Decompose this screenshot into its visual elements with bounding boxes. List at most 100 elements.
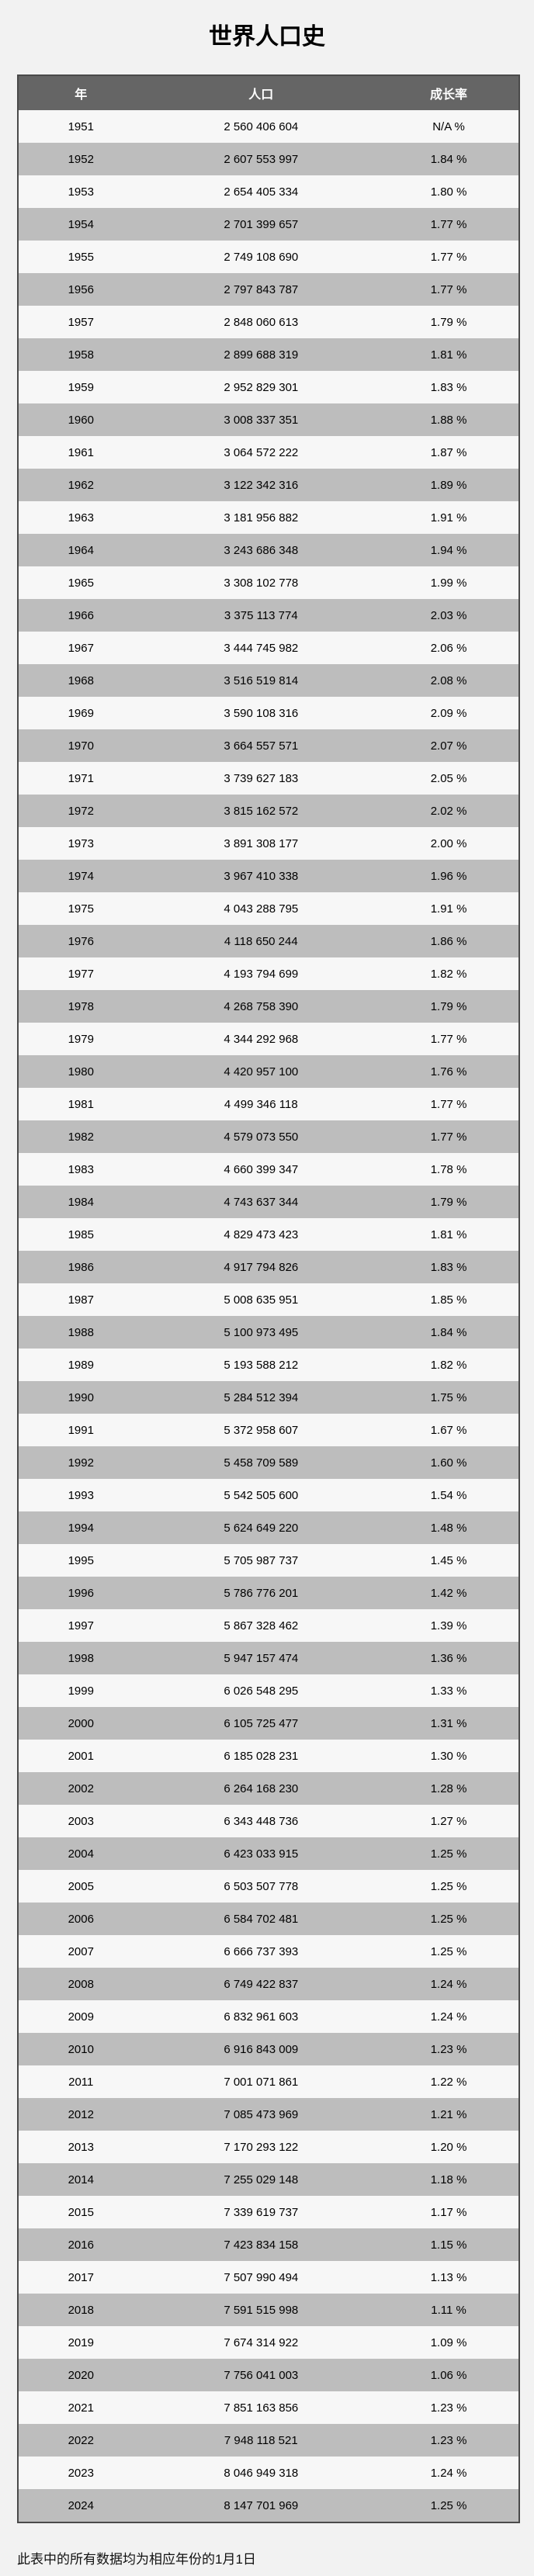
page-title: 世界人口史 <box>209 24 325 50</box>
table-row: 2007 6 666 737 393 1.25 % <box>18 1935 519 1968</box>
table-row: 1965 3 308 102 778 1.99 % <box>18 566 519 599</box>
table-row: 1992 5 458 709 589 1.60 % <box>18 1446 519 1479</box>
year-cell: 2006 <box>68 1912 94 1926</box>
year-cell: 2004 <box>68 1847 94 1861</box>
table-row: 1963 3 181 956 882 1.91 % <box>18 501 519 534</box>
growth-rate-cell: 1.25 % <box>430 2498 467 2512</box>
growth-rate-cell: 1.25 % <box>430 1912 467 1926</box>
population-cell: 6 264 168 230 <box>224 1781 299 1795</box>
year-cell: 1966 <box>68 608 94 622</box>
table-row: 1975 4 043 288 795 1.91 % <box>18 892 519 925</box>
growth-rate-cell: 1.23 % <box>430 2401 467 2415</box>
population-cell: 5 193 588 212 <box>224 1358 299 1372</box>
population-cell: 3 122 342 316 <box>224 478 299 492</box>
table-row: 2009 6 832 961 603 1.24 % <box>18 2000 519 2033</box>
table-row: 1996 5 786 776 201 1.42 % <box>18 1577 519 1609</box>
growth-rate-cell: 1.25 % <box>430 1944 467 1958</box>
year-cell: 1983 <box>68 1162 94 1176</box>
table-row: 1952 2 607 553 997 1.84 % <box>18 143 519 175</box>
population-cell: 3 891 308 177 <box>224 836 299 850</box>
population-cell: 5 100 973 495 <box>224 1325 299 1339</box>
growth-rate-cell: 2.02 % <box>430 804 467 818</box>
growth-rate-cell: 1.31 % <box>430 1716 467 1730</box>
year-cell: 2021 <box>68 2401 94 2415</box>
growth-rate-cell: 1.39 % <box>430 1619 467 1633</box>
year-cell: 2007 <box>68 1944 94 1958</box>
growth-rate-cell: 1.87 % <box>430 445 467 459</box>
table-row: 1979 4 344 292 968 1.77 % <box>18 1023 519 1055</box>
growth-rate-cell: 1.09 % <box>430 2335 467 2349</box>
population-cell: 7 001 071 861 <box>224 2075 299 2089</box>
table-row: 1984 4 743 637 344 1.79 % <box>18 1186 519 1218</box>
growth-rate-cell: 1.89 % <box>430 478 467 492</box>
population-cell: 5 624 649 220 <box>224 1521 299 1535</box>
year-cell: 2001 <box>68 1749 94 1763</box>
table-row: 1978 4 268 758 390 1.79 % <box>18 990 519 1023</box>
population-cell: 2 607 553 997 <box>224 152 299 166</box>
year-cell: 1985 <box>68 1227 94 1241</box>
growth-rate-cell: 1.67 % <box>430 1423 467 1437</box>
growth-rate-cell: 1.77 % <box>430 1032 467 1046</box>
table-row: 2014 7 255 029 148 1.18 % <box>18 2163 519 2196</box>
table-row: 2015 7 339 619 737 1.17 % <box>18 2196 519 2228</box>
year-cell: 2020 <box>68 2368 94 2382</box>
table-row: 2004 6 423 033 915 1.25 % <box>18 1837 519 1870</box>
year-cell: 2014 <box>68 2173 94 2186</box>
year-cell: 1973 <box>68 836 94 850</box>
growth-rate-cell: 2.06 % <box>430 641 467 655</box>
population-cell: 3 375 113 774 <box>224 608 298 622</box>
year-cell: 1951 <box>68 119 94 133</box>
year-cell: 1982 <box>68 1130 94 1144</box>
population-cell: 4 344 292 968 <box>224 1032 299 1046</box>
table-row: 1991 5 372 958 607 1.67 % <box>18 1414 519 1446</box>
table-row: 2016 7 423 834 158 1.15 % <box>18 2228 519 2261</box>
growth-rate-cell: 1.86 % <box>430 934 467 948</box>
population-cell: 6 832 961 603 <box>224 2010 299 2024</box>
growth-rate-cell: 1.17 % <box>430 2205 467 2219</box>
table-row: 1994 5 624 649 220 1.48 % <box>18 1511 519 1544</box>
table-body: 1951 2 560 406 604 N/A % 1952 2 607 553 … <box>18 110 519 2522</box>
table-row: 1986 4 917 794 826 1.83 % <box>18 1251 519 1283</box>
year-cell: 1992 <box>68 1456 94 1470</box>
growth-rate-cell: 1.77 % <box>430 250 467 264</box>
growth-rate-cell: 1.78 % <box>430 1162 467 1176</box>
growth-rate-cell: 1.24 % <box>430 1977 467 1991</box>
year-cell: 1965 <box>68 576 94 590</box>
growth-rate-cell: 1.91 % <box>430 511 467 525</box>
growth-rate-cell: 1.88 % <box>430 413 467 427</box>
growth-rate-cell: 1.11 % <box>431 2303 466 2317</box>
growth-rate-cell: 1.06 % <box>430 2368 467 2382</box>
year-cell: 2012 <box>68 2107 94 2121</box>
growth-rate-cell: 1.94 % <box>430 543 467 557</box>
growth-rate-cell: 1.80 % <box>430 185 467 199</box>
population-cell: 3 008 337 351 <box>224 413 299 427</box>
table-row: 1989 5 193 588 212 1.82 % <box>18 1349 519 1381</box>
population-table: 年 人口 成长率 1951 2 560 406 604 N/A % 1952 2… <box>17 74 520 2523</box>
year-cell: 2009 <box>68 2010 94 2024</box>
growth-rate-cell: 1.79 % <box>430 999 467 1013</box>
year-cell: 2003 <box>68 1814 94 1828</box>
year-cell: 1976 <box>68 934 94 948</box>
year-cell: 1991 <box>68 1423 94 1437</box>
year-cell: 1971 <box>68 771 94 785</box>
year-cell: 1964 <box>68 543 94 557</box>
year-cell: 1978 <box>68 999 94 1013</box>
year-cell: 1990 <box>68 1390 94 1404</box>
population-cell: 2 654 405 334 <box>224 185 299 199</box>
table-row: 2023 8 046 949 318 1.24 % <box>18 2457 519 2489</box>
population-cell: 7 591 515 998 <box>224 2303 299 2317</box>
year-cell: 1999 <box>68 1684 94 1698</box>
year-cell: 2016 <box>68 2238 94 2252</box>
year-cell: 2000 <box>68 1716 94 1730</box>
table-row: 2019 7 674 314 922 1.09 % <box>18 2326 519 2359</box>
year-cell: 1960 <box>68 413 94 427</box>
growth-rate-cell: 1.45 % <box>430 1553 467 1567</box>
table-row: 1970 3 664 557 571 2.07 % <box>18 729 519 762</box>
table-row: 1985 4 829 473 423 1.81 % <box>18 1218 519 1251</box>
growth-rate-cell: 1.85 % <box>430 1293 467 1307</box>
growth-rate-cell: 1.83 % <box>430 380 467 394</box>
table-row: 1951 2 560 406 604 N/A % <box>18 110 519 143</box>
population-cell: 7 423 834 158 <box>224 2238 299 2252</box>
growth-rate-cell: 1.76 % <box>430 1065 467 1079</box>
table-row: 1954 2 701 399 657 1.77 % <box>18 208 519 241</box>
